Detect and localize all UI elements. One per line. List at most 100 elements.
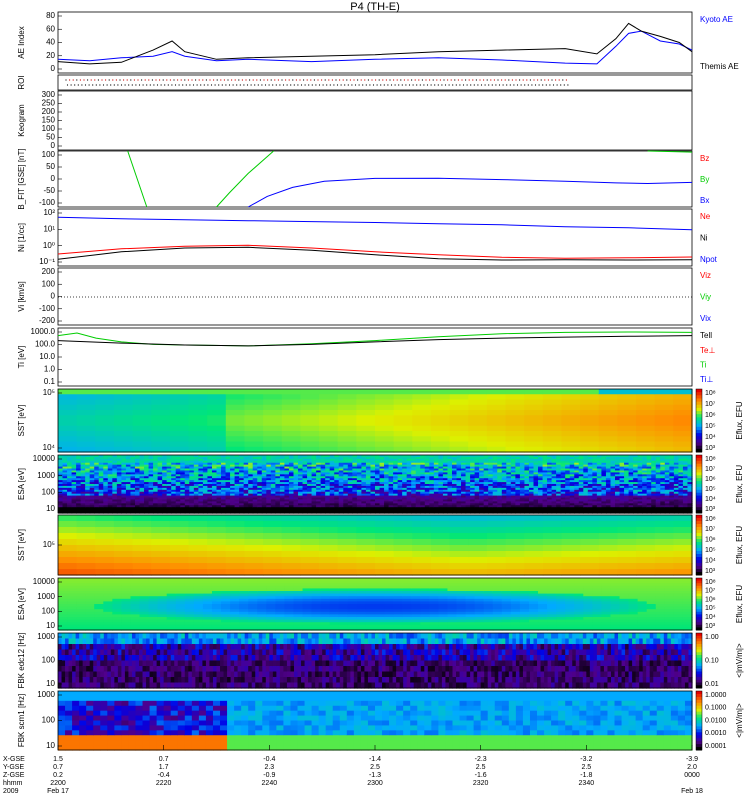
heatmap-cell <box>112 464 118 468</box>
heatmap-cell <box>338 499 344 502</box>
heatmap-cell <box>62 468 68 472</box>
heatmap-cell <box>642 464 648 468</box>
heatmap-cell <box>121 470 127 473</box>
heatmap-cell <box>456 472 462 475</box>
heatmap-cell <box>415 491 421 495</box>
heatmap-cell <box>449 545 469 552</box>
heatmap-cell <box>76 460 82 464</box>
heatmap-cell <box>497 485 503 489</box>
heatmap-cell <box>474 505 480 508</box>
heatmap-cell <box>281 539 302 546</box>
heatmap-cell <box>424 491 430 495</box>
heatmap-cell <box>162 460 168 464</box>
heatmap-cell <box>430 415 451 422</box>
heatmap-cell <box>281 533 302 540</box>
heatmap-cell <box>113 521 134 528</box>
heatmap-cell <box>58 583 68 587</box>
heatmap-cell <box>180 476 186 479</box>
heatmap-cell <box>58 436 78 443</box>
heatmap-cell <box>430 527 451 534</box>
heatmap-cell <box>651 478 657 481</box>
heatmap-cell <box>130 468 136 472</box>
heatmap-cell <box>151 425 171 432</box>
heatmap-cell <box>58 545 78 552</box>
heatmap-cell <box>505 389 525 395</box>
heatmap-cell <box>76 569 96 576</box>
heatmap-cell <box>402 491 408 495</box>
heatmap-cell <box>71 489 77 493</box>
heatmap-cell <box>243 482 249 485</box>
heatmap-cell <box>556 505 562 508</box>
heatmap-cell <box>230 487 236 491</box>
heatmap-cell <box>628 509 634 512</box>
heatmap-cell <box>116 455 122 458</box>
heatmap-cell <box>275 485 281 489</box>
heatmap-cell <box>412 415 432 422</box>
heatmap-cell <box>261 507 267 510</box>
heatmap-cell <box>583 466 589 470</box>
heatmap-cell <box>207 404 227 411</box>
heatmap-cell <box>266 507 272 510</box>
heatmap-cell <box>80 503 86 506</box>
heatmap-cell <box>384 470 390 473</box>
heatmap-cell <box>134 487 141 491</box>
heatmap-cell <box>451 474 458 477</box>
heatmap-cell <box>189 468 195 472</box>
heatmap-cell <box>402 489 408 493</box>
heatmap-cell <box>574 462 580 466</box>
heatmap-cell <box>497 482 503 485</box>
heatmap-cell <box>361 485 367 489</box>
heatmap-cell <box>479 489 485 493</box>
heatmap-cell <box>198 493 204 497</box>
heatmap-cell <box>329 474 335 477</box>
heatmap-cell <box>329 455 335 458</box>
heatmap-cell <box>171 476 177 479</box>
heatmap-cell <box>412 436 432 443</box>
heatmap-cell <box>556 456 562 460</box>
heatmap-cell <box>533 491 539 495</box>
heatmap-cell <box>561 569 581 576</box>
heatmap-cell <box>361 487 367 491</box>
heatmap-cell <box>85 493 91 497</box>
heatmap-cell <box>528 484 535 487</box>
heatmap-cell <box>300 446 320 453</box>
heatmap-cell <box>687 495 693 499</box>
heatmap-cell <box>130 493 136 497</box>
heatmap-cell <box>505 527 525 534</box>
heatmap-cell <box>388 458 394 462</box>
heatmap-cell <box>148 470 154 473</box>
heatmap-cell <box>157 456 163 460</box>
heatmap-cell <box>188 545 208 552</box>
heatmap-cell <box>334 472 340 475</box>
heatmap-cell <box>533 501 539 504</box>
heatmap-cell <box>406 472 412 475</box>
heatmap-cell <box>569 499 575 502</box>
heatmap-cell <box>375 493 381 497</box>
heatmap-cell <box>207 545 227 552</box>
heatmap-cell <box>542 515 563 522</box>
heatmap-cell <box>189 497 195 501</box>
heatmap-cell <box>486 527 507 534</box>
heatmap-cell <box>633 476 639 479</box>
heatmap-cell <box>449 515 469 522</box>
heatmap-cell <box>524 415 544 422</box>
heatmap-cell <box>162 485 168 489</box>
heatmap-cell <box>166 484 172 487</box>
heatmap-cell <box>243 499 249 502</box>
heatmap-cell <box>216 505 222 508</box>
heatmap-cell <box>402 458 408 462</box>
heatmap-cell <box>216 497 222 501</box>
heatmap-cell <box>449 551 469 558</box>
heatmap-cell <box>337 527 357 534</box>
heatmap-cell <box>243 462 249 466</box>
heatmap-cell <box>560 509 566 512</box>
heatmap-cell <box>664 503 670 506</box>
heatmap-cell <box>193 480 199 483</box>
heatmap-cell <box>248 487 254 491</box>
heatmap-cell <box>569 509 575 512</box>
heatmap-cell <box>76 480 82 483</box>
heatmap-cell <box>89 507 95 510</box>
heatmap-cell <box>628 503 634 506</box>
heatmap-cell <box>388 497 394 501</box>
heatmap-cell <box>393 456 399 460</box>
